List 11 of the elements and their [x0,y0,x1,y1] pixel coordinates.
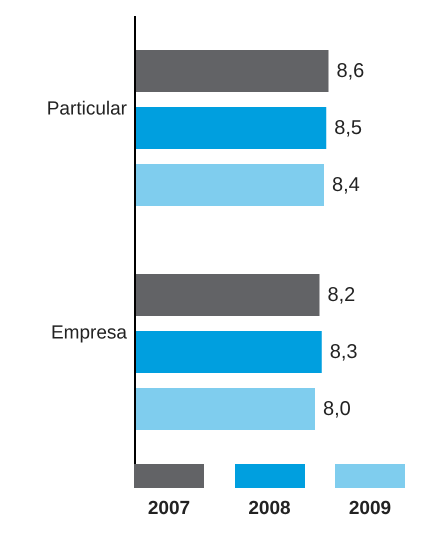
y-tick-label: Empresa [50,322,128,344]
y-tick-label: Particular [46,98,128,120]
data-label: 8,0 [323,398,351,420]
data-label: 8,6 [336,60,364,82]
data-label: 8,4 [332,174,360,196]
legend-label: 2009 [348,498,392,520]
legend-label: 2007 [148,498,190,520]
data-label: 8,5 [334,117,362,139]
legend-label: 2008 [248,498,291,520]
data-label: 8,2 [328,284,356,306]
data-label: 8,3 [330,341,358,363]
